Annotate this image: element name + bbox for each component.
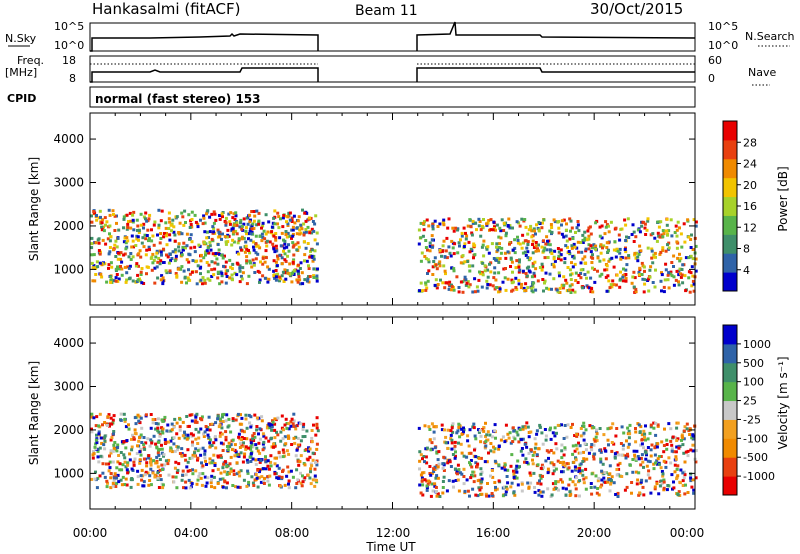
y-tick-label: 1000 [53, 262, 84, 276]
colorbar-tick: -1000 [743, 470, 775, 483]
cpid-text: normal (fast stereo) 153 [95, 92, 261, 106]
colorbar-swatch [723, 234, 737, 254]
x-tick-0: 00:00 [73, 526, 108, 540]
beam-title: Beam 11 [355, 3, 418, 19]
colorbar-tick: 25 [743, 395, 757, 408]
noise-strip: N.Sky 10^5 10^0 10^5 10^0 N.Search [5, 20, 795, 52]
colorbar-tick: 100 [743, 376, 764, 389]
x-tick-3: 12:00 [376, 526, 411, 540]
nave-tick-top: 60 [708, 54, 722, 67]
nsky-tick-top: 10^5 [54, 20, 84, 33]
nave-tick-bottom: 0 [708, 72, 715, 85]
time-axis: 00:00 04:00 08:00 12:00 16:00 20:00 00:0… [73, 526, 705, 554]
colorbar-swatch [723, 362, 737, 383]
nsearch-tick-bottom: 10^0 [708, 39, 738, 52]
colorbar-swatch [723, 325, 737, 345]
freq-label: Freq. [17, 54, 44, 67]
y-tick-label: 4000 [53, 336, 84, 350]
y-axis-label: Slant Range [km] [27, 157, 41, 261]
cpid-label: CPID [7, 92, 36, 105]
echo-cells [90, 412, 698, 498]
colorbar-swatch [723, 253, 737, 273]
y-tick-label: 3000 [53, 380, 84, 394]
colorbar-swatch [723, 215, 737, 235]
velocity-panel: 4000 3000 2000 1000 Slant Range [km] 1000 500 1… [27, 316, 790, 510]
colorbar-swatch [723, 343, 737, 364]
nsky-label: N.Sky [5, 32, 37, 45]
y-tick-label: 2000 [53, 423, 84, 437]
colorbar-tick: 4 [743, 264, 750, 277]
colorbar-swatch [723, 121, 737, 141]
colorbar-tick: 24 [743, 158, 757, 171]
x-tick-4: 16:00 [476, 526, 511, 540]
colorbar-swatch [723, 381, 737, 402]
cpid-strip [89, 86, 696, 108]
colorbar-tick: 500 [743, 357, 764, 370]
freq-tick-bottom: 8 [69, 72, 76, 85]
nsearch-label: N.Search [745, 30, 795, 43]
colorbar-label: Power [dB] [776, 166, 790, 231]
power-panel: 4000 3000 2000 1000 Slant Range [km] 28 24 20 16… [27, 112, 790, 306]
colorbar-label: Velocity [m s⁻¹] [776, 356, 790, 449]
x-tick-2: 08:00 [275, 526, 310, 540]
colorbar-tick: -25 [743, 413, 761, 426]
colorbar-swatch [723, 196, 737, 216]
y-tick-label: 1000 [53, 466, 84, 480]
x-tick-1: 04:00 [174, 526, 209, 540]
y-tick-label: 3000 [53, 176, 84, 190]
nave-label: Nave [748, 66, 776, 79]
colorbar-tick: 20 [743, 179, 757, 192]
y-axis-label: Slant Range [km] [27, 361, 41, 465]
x-tick-6: 00:00 [670, 526, 705, 540]
station-title: Hankasalmi (fitACF) [92, 0, 240, 18]
freq-unit: [MHz] [5, 66, 37, 79]
colorbar-swatch [723, 419, 737, 439]
freq-tick-top: 18 [62, 54, 76, 67]
y-tick-label: 2000 [53, 219, 84, 233]
colorbar-swatch [723, 400, 737, 420]
colorbar-tick: -100 [743, 432, 768, 445]
colorbar-tick: 28 [743, 136, 757, 149]
date-title: 30/Oct/2015 [590, 0, 683, 18]
colorbar-swatch [723, 476, 737, 496]
echo-cells [90, 208, 698, 294]
colorbar-swatch [723, 438, 737, 458]
colorbar-swatch [723, 457, 737, 477]
colorbar-swatch [723, 177, 737, 198]
colorbar-tick: 16 [743, 200, 757, 213]
nsearch-tick-top: 10^5 [708, 20, 738, 33]
colorbar-swatch [723, 272, 737, 292]
colorbar-tick: 12 [743, 221, 757, 234]
colorbar-tick: -500 [743, 451, 768, 464]
nsky-tick-bottom: 10^0 [54, 39, 84, 52]
colorbar-swatch [723, 139, 737, 160]
freq-strip: Freq. [MHz] 18 8 60 0 Nave CPID [5, 54, 776, 105]
colorbar-tick: 1000 [743, 338, 771, 351]
x-axis-label: Time UT [365, 540, 416, 554]
panel-frame [89, 112, 696, 306]
y-tick-label: 4000 [53, 132, 84, 146]
colorbar-tick: 8 [743, 243, 750, 256]
colorbar-swatch [723, 158, 737, 179]
x-tick-5: 20:00 [577, 526, 612, 540]
